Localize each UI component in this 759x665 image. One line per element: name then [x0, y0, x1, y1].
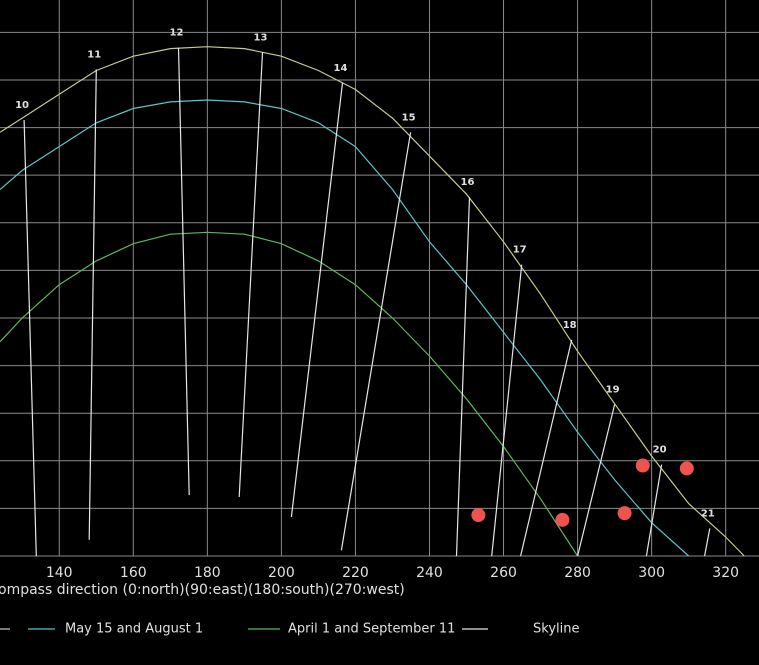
- hour-label: 18: [563, 320, 577, 331]
- hour-label: 20: [653, 445, 667, 456]
- x-tick-label: 140: [46, 565, 73, 581]
- hour-label: 21: [701, 508, 715, 519]
- hour-line: [704, 528, 711, 557]
- legend-label: Skyline: [533, 622, 579, 637]
- skyline-point: [471, 508, 486, 523]
- hour-line: [290, 82, 344, 518]
- skyline-point: [635, 458, 650, 473]
- hour-label: 11: [87, 50, 101, 61]
- hour-line: [455, 197, 471, 557]
- x-tick-label: 220: [342, 565, 369, 581]
- sun-path-line: [0, 231, 579, 557]
- hour-line: [238, 52, 264, 498]
- x-tick-label: 280: [564, 565, 591, 581]
- x-tick-label: 300: [638, 565, 665, 581]
- legend-label: April 1 and September 11: [288, 622, 455, 637]
- legend-label: May 15 and August 1: [65, 622, 203, 637]
- hour-line: [520, 339, 573, 557]
- hour-label: 16: [461, 177, 475, 188]
- skyline-point: [555, 512, 570, 527]
- hour-line: [340, 132, 412, 551]
- x-tick-label: 260: [490, 565, 517, 581]
- hour-line: [88, 69, 97, 540]
- hour-line: [491, 264, 523, 557]
- hour-line: [177, 47, 190, 496]
- hour-line: [23, 119, 37, 557]
- hour-label: 14: [334, 63, 348, 74]
- hour-label: 13: [254, 32, 268, 43]
- hour-line: [577, 404, 616, 557]
- x-tick-label: 160: [120, 565, 147, 581]
- x-tick-label: 180: [194, 565, 221, 581]
- hour-label: 12: [169, 28, 183, 39]
- x-axis-label: ompass direction (0:north)(90:east)(180:…: [0, 582, 405, 598]
- skyline-point: [617, 506, 632, 521]
- hour-label: 19: [606, 385, 620, 396]
- hour-line: [645, 464, 663, 557]
- hour-label: 10: [15, 100, 29, 111]
- x-tick-label: 240: [416, 565, 443, 581]
- hour-label: 17: [513, 245, 527, 256]
- hour-label: 15: [402, 112, 416, 123]
- x-tick-label: 320: [712, 565, 739, 581]
- skyline-point: [679, 461, 694, 476]
- sun-path-line: [0, 46, 745, 557]
- x-tick-label: 200: [268, 565, 295, 581]
